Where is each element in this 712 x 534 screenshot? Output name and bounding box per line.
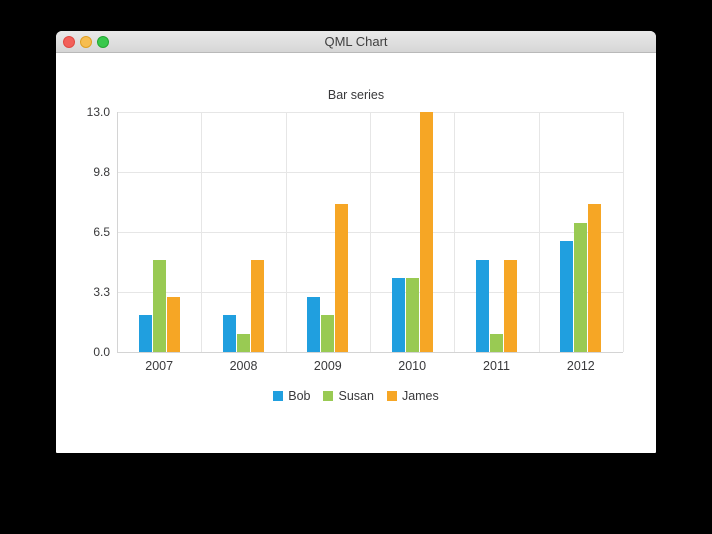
v-gridline (370, 112, 371, 352)
bar-susan-2010 (405, 278, 419, 352)
zoom-button[interactable] (97, 36, 109, 48)
v-gridline (623, 112, 624, 352)
y-tick-label: 3.3 (93, 285, 110, 299)
x-tick-label: 2010 (398, 359, 427, 373)
plot-area (117, 112, 624, 353)
bar-james-2008 (251, 259, 264, 352)
v-gridline (201, 112, 202, 352)
bar-susan-2009 (321, 315, 335, 352)
y-tick-label: 9.8 (93, 165, 110, 179)
bar-james-2012 (588, 204, 602, 352)
legend: Bob Susan James (56, 389, 656, 403)
bar-susan-2012 (574, 222, 588, 352)
minimize-button[interactable] (80, 36, 92, 48)
chart-view: Bar series 0.0 3.3 6.5 9.8 13.0 2007 2008 2009… (56, 53, 656, 452)
x-tick-label: 2012 (566, 359, 595, 373)
v-gridline (539, 112, 540, 352)
traffic-lights (63, 36, 109, 48)
legend-label: Bob (288, 389, 311, 403)
bar-susan-2008 (237, 333, 250, 352)
legend-label: James (401, 389, 439, 403)
legend-marker-icon (273, 391, 284, 401)
bar-bob-2012 (560, 241, 574, 352)
legend-item-bob: Bob (273, 389, 310, 403)
close-button[interactable] (63, 36, 75, 48)
app-window: QML Chart Bar series 0.0 3.3 6.5 9.8 13.0 20… (56, 31, 656, 453)
titlebar[interactable]: QML Chart (56, 31, 656, 53)
bar-bob-2007 (138, 315, 152, 352)
y-tick-label: 0.0 (93, 345, 110, 359)
window-title: QML Chart (324, 34, 388, 49)
x-tick-label: 2011 (483, 359, 510, 373)
bar-susan-2011 (490, 333, 503, 352)
x-axis-line (117, 352, 623, 353)
bar-james-2010 (419, 112, 433, 352)
chart-title: Bar series (327, 88, 385, 102)
v-gridline (454, 112, 455, 352)
legend-item-susan: Susan (323, 389, 374, 403)
x-tick-label: 2008 (229, 359, 258, 373)
bar-bob-2010 (391, 278, 405, 352)
y-axis-line (117, 112, 118, 352)
legend-label: Susan (338, 389, 374, 403)
legend-marker-icon (323, 391, 334, 401)
v-gridline (286, 112, 287, 352)
bar-bob-2011 (476, 259, 489, 352)
bar-bob-2008 (223, 315, 236, 352)
legend-marker-icon (386, 391, 397, 401)
bar-susan-2007 (152, 259, 166, 352)
x-tick-label: 2009 (313, 359, 342, 373)
bar-bob-2009 (307, 296, 321, 352)
bar-james-2009 (335, 204, 349, 352)
x-tick-label: 2007 (145, 359, 174, 373)
y-tick-label: 6.5 (93, 225, 110, 239)
y-tick-label: 13.0 (86, 105, 110, 119)
bar-james-2011 (504, 259, 517, 352)
legend-item-james: James (386, 389, 439, 403)
bar-james-2007 (166, 296, 180, 352)
